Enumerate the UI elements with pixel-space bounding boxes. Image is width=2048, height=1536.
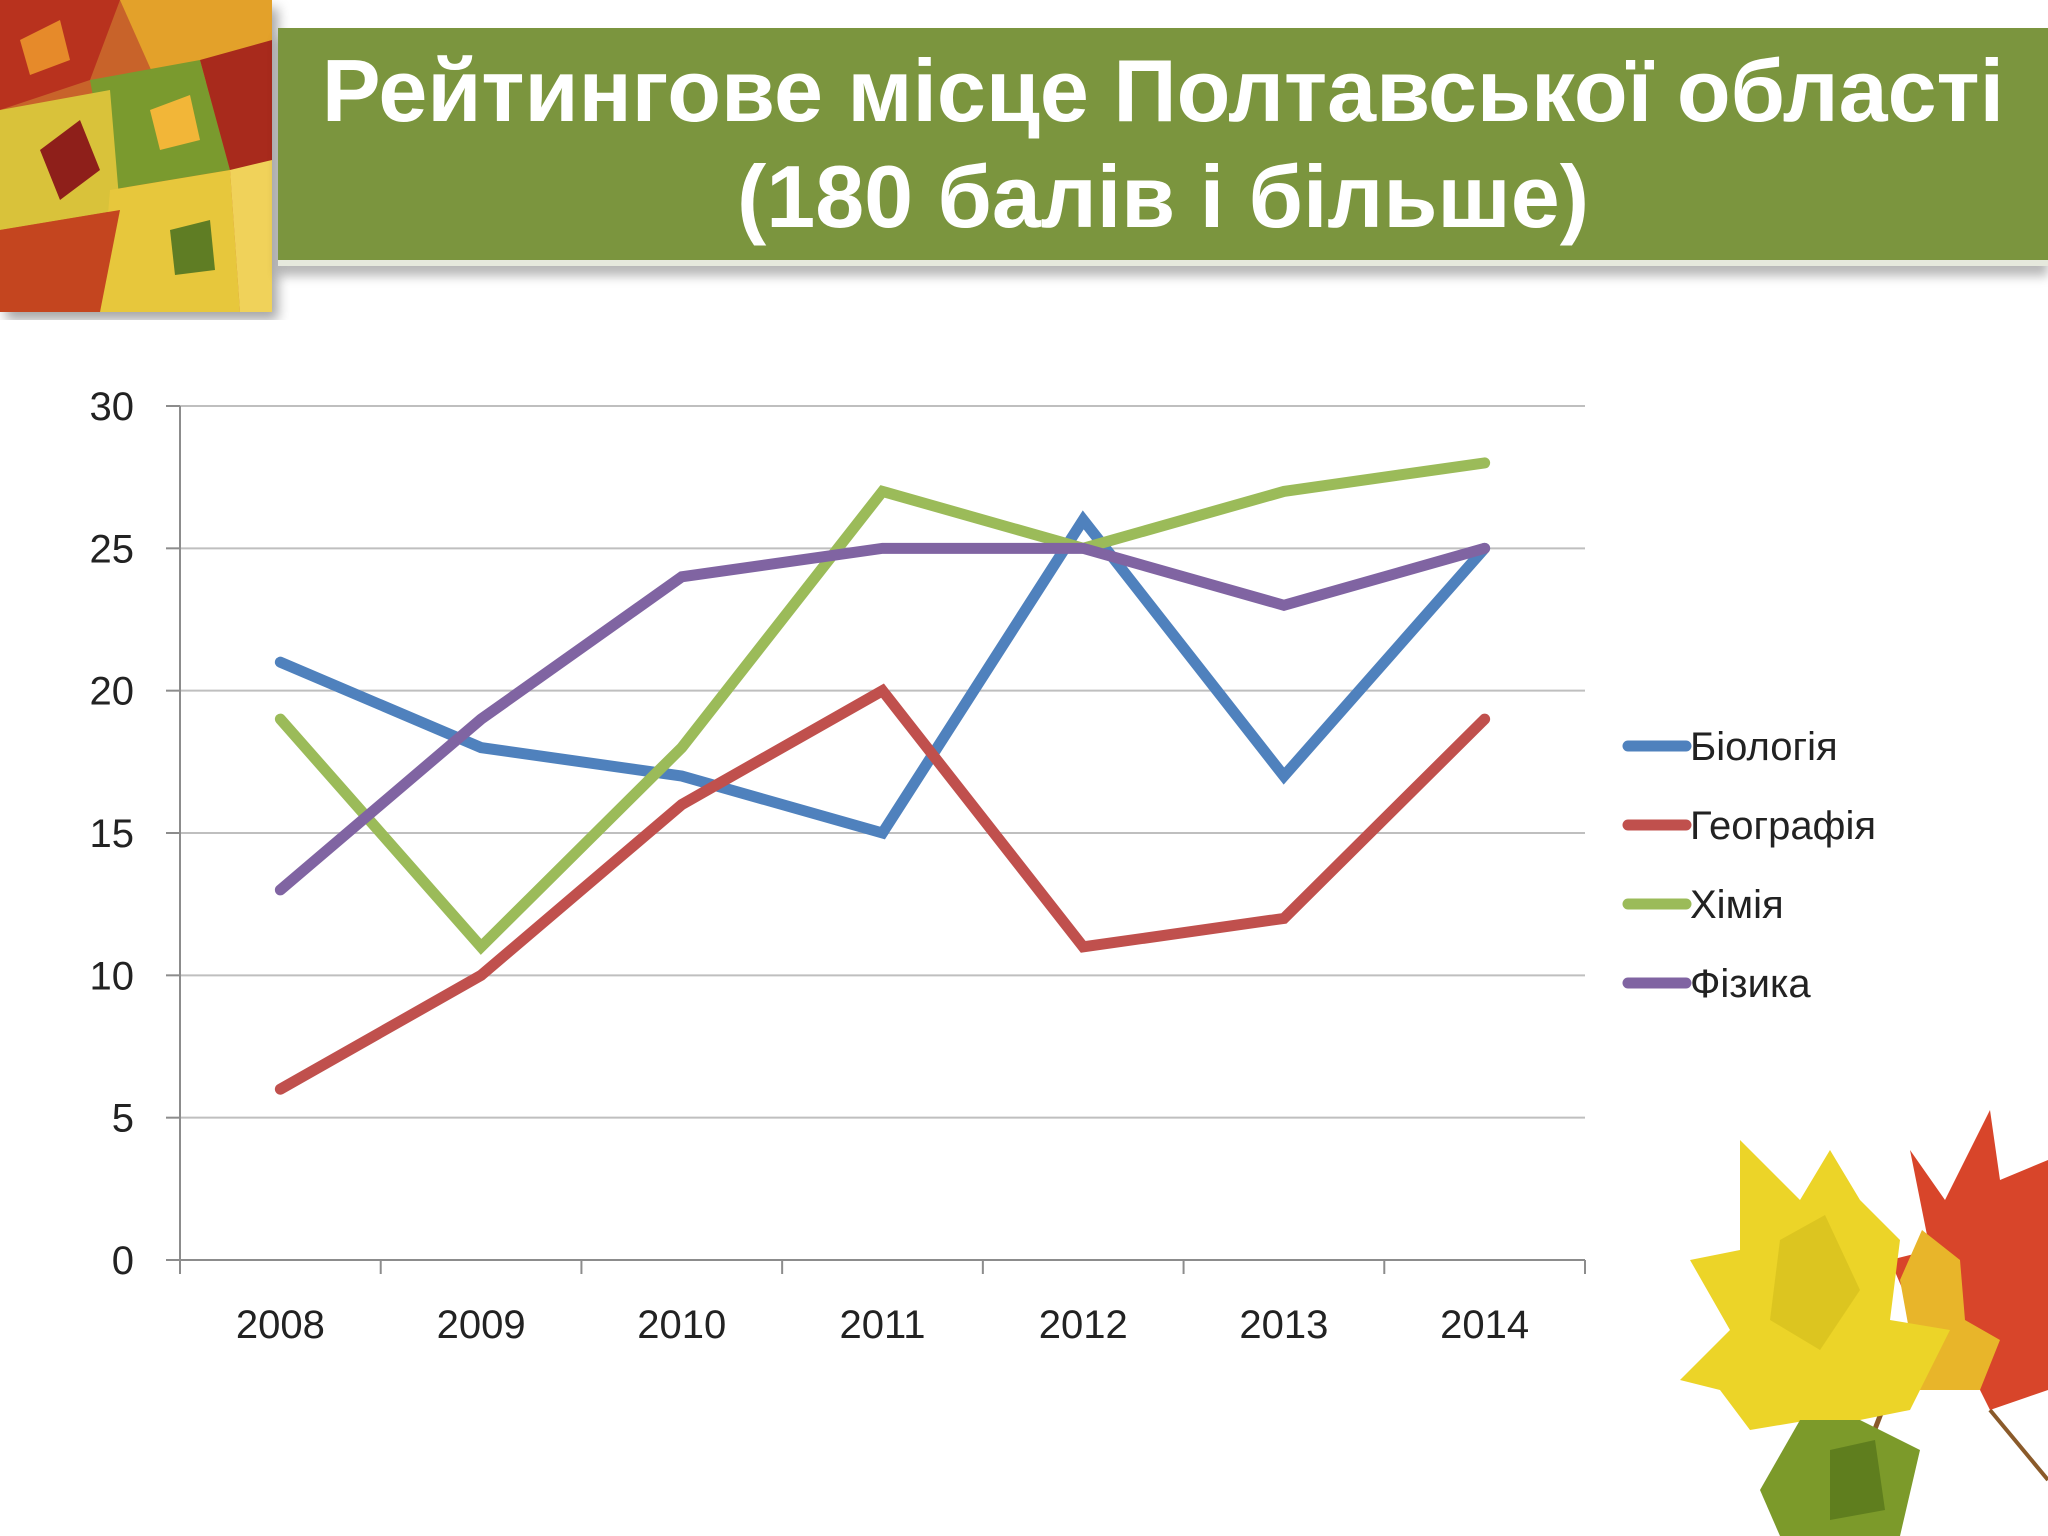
slide-title-line-2: (180 балів і більше) (736, 147, 1590, 246)
y-tick-label: 10 (90, 954, 135, 998)
legend-label: Географія (1690, 804, 1876, 848)
x-tick-label: 2010 (637, 1303, 726, 1347)
x-tick-label: 2011 (839, 1303, 925, 1347)
y-tick-label: 0 (112, 1239, 134, 1283)
y-tick-label: 5 (112, 1097, 134, 1141)
slide-title-banner: Рейтингове місце Полтавської області (18… (278, 28, 2048, 266)
series-line-1 (274, 510, 1491, 840)
y-tick-label: 20 (90, 670, 135, 714)
legend-label: Фізика (1690, 962, 1811, 1006)
legend-label: Біологія (1690, 725, 1838, 769)
slide-title-line-1: Рейтингове місце Полтавської області (321, 41, 2005, 141)
legend-label: Хімія (1690, 883, 1784, 927)
maple-leaves-image (1680, 1110, 2048, 1536)
series-line-3 (274, 457, 1491, 955)
series-lines (274, 457, 1491, 1095)
autumn-leaves-image (0, 0, 272, 312)
x-tick-label: 2012 (1039, 1303, 1128, 1347)
x-tick-label: 2008 (236, 1303, 325, 1347)
y-tick-label: 30 (90, 385, 135, 429)
axes: 0 5 10 15 20 25 30 2008 2009 2010 2011 2012 2013 2014 (90, 385, 1586, 1347)
x-tick-label: 2013 (1239, 1303, 1328, 1347)
gridlines (180, 405, 1585, 1119)
legend: Біологія Географія Хімія Фізика (1622, 725, 1876, 1006)
y-tick-label: 15 (90, 812, 135, 856)
x-tick-label: 2014 (1440, 1303, 1529, 1347)
y-tick-label: 25 (90, 527, 135, 571)
x-tick-label: 2009 (437, 1303, 526, 1347)
